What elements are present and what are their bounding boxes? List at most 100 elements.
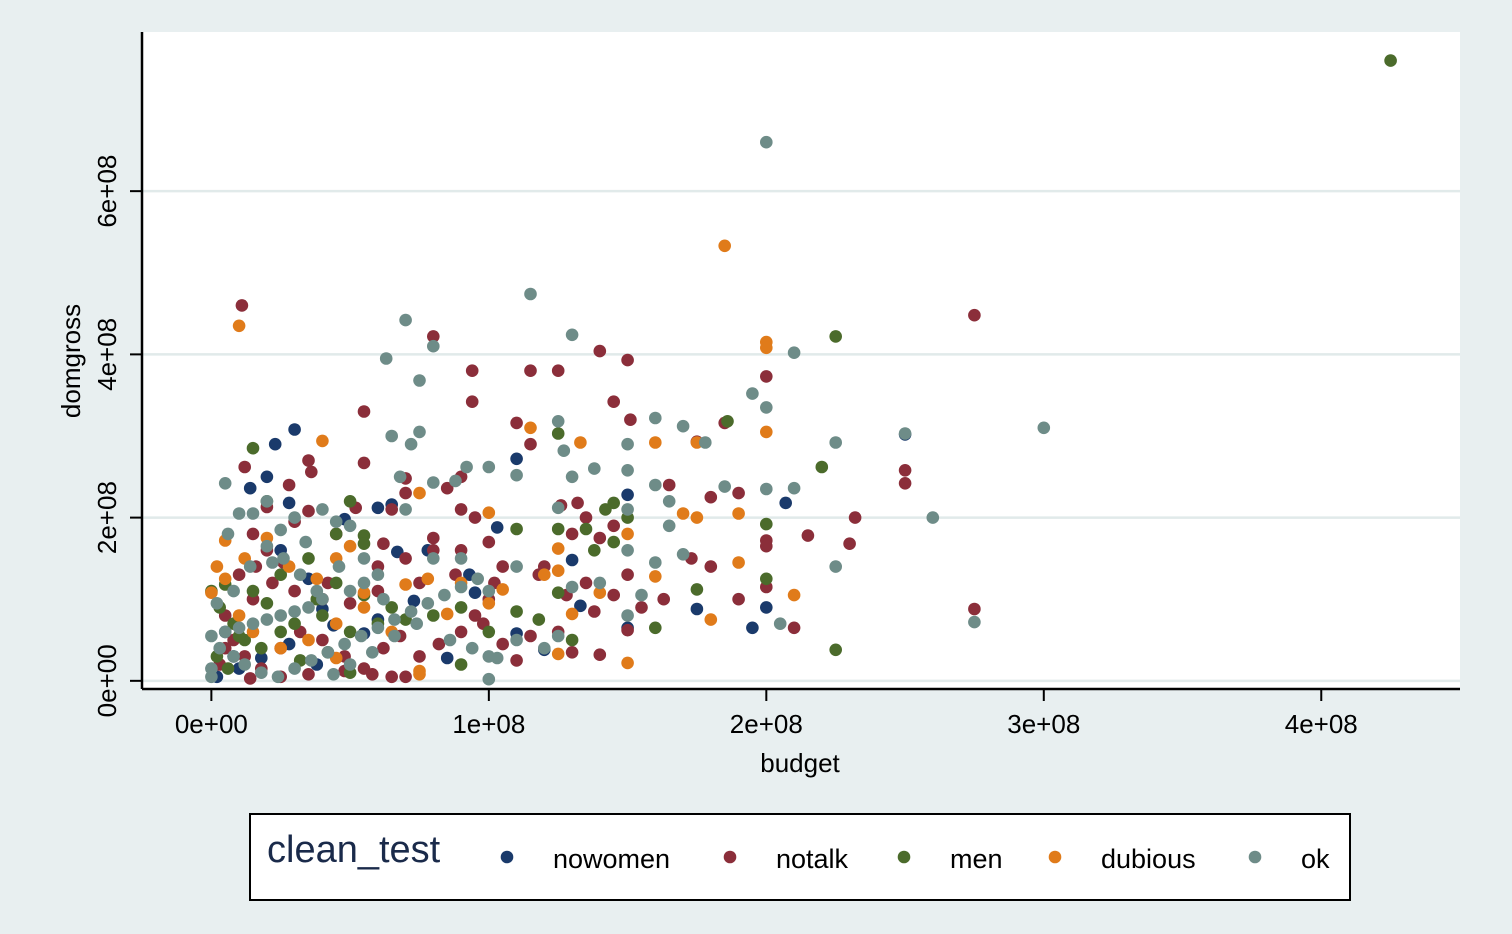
point-men-17 — [690, 583, 704, 596]
point-ok-3 — [399, 313, 412, 327]
point-ok-85 — [238, 658, 251, 671]
y-axis-title: domgross — [56, 304, 86, 418]
point-notalk-8 — [621, 353, 634, 367]
point-ok-78 — [260, 613, 274, 626]
point-ok-75 — [302, 601, 315, 614]
point-notalk-19 — [848, 511, 862, 524]
point-notalk-21 — [801, 529, 815, 542]
point-ok-60 — [490, 651, 504, 665]
point-notalk-67 — [593, 531, 607, 545]
point-ok-79 — [246, 617, 260, 630]
point-notalk-1 — [427, 330, 440, 343]
point-notalk-15 — [760, 370, 773, 383]
point-ok-86 — [254, 666, 268, 679]
point-ok-93 — [371, 621, 385, 635]
point-notalk-3 — [465, 395, 479, 409]
legend-marker-dubious — [1048, 850, 1062, 864]
x-axis-title: budget — [760, 748, 840, 778]
point-ok-23 — [621, 503, 634, 516]
point-notalk-90 — [377, 641, 390, 655]
point-ok-17 — [557, 444, 571, 458]
point-ok-101 — [366, 646, 379, 659]
point-ok-35 — [662, 519, 676, 533]
y-tick-label-1: 2e+08 — [92, 481, 122, 554]
point-dubious-3 — [760, 341, 773, 355]
point-ok-113 — [299, 535, 313, 549]
point-notalk-120 — [243, 672, 257, 685]
point-notalk-18 — [898, 477, 912, 490]
point-ok-7 — [787, 346, 801, 360]
point-notalk-75 — [343, 597, 357, 610]
point-ok-87 — [271, 670, 285, 684]
point-dubious-14 — [565, 607, 579, 621]
point-dubious-0 — [232, 319, 246, 333]
point-dubious-43 — [205, 586, 218, 599]
point-nowomen-12 — [574, 599, 587, 613]
point-ok-53 — [413, 425, 426, 439]
point-notalk-61 — [427, 531, 440, 545]
point-notalk-93 — [432, 637, 446, 651]
gridlines — [142, 189, 1460, 683]
point-dubious-38 — [413, 668, 426, 681]
point-men-40 — [343, 625, 357, 639]
point-ok-77 — [274, 609, 288, 622]
point-notalk-69 — [579, 576, 593, 590]
point-dubious-21 — [732, 556, 745, 569]
point-notalk-94 — [454, 625, 468, 639]
point-notalk-52 — [282, 478, 296, 492]
point-notalk-99 — [588, 605, 601, 618]
point-ok-48 — [449, 474, 462, 488]
point-ok-15 — [649, 411, 662, 425]
point-notalk-92 — [413, 650, 426, 663]
point-nowomen-13 — [565, 553, 579, 567]
x-tick-label-1: 1e+08 — [452, 709, 525, 739]
point-notalk-96 — [496, 637, 510, 651]
point-ok-6 — [413, 374, 426, 387]
point-ok-83 — [213, 641, 226, 655]
point-nowomen-20 — [371, 501, 385, 515]
point-ok-31 — [773, 617, 787, 630]
point-notalk-100 — [607, 588, 620, 602]
point-ok-111 — [221, 527, 235, 541]
x-tick-label-3: 3e+08 — [1007, 709, 1080, 739]
point-ok-100 — [388, 629, 401, 643]
point-ok-95 — [404, 605, 418, 618]
point-notalk-32 — [787, 621, 801, 635]
point-dubious-18 — [676, 507, 690, 520]
series-dubious — [205, 239, 801, 681]
point-nowomen-6 — [510, 452, 523, 466]
point-ok-115 — [377, 592, 390, 606]
point-ok-63 — [246, 507, 260, 520]
point-ok-9 — [760, 401, 773, 414]
point-ok-54 — [399, 503, 412, 516]
point-dubious-7 — [574, 436, 587, 449]
point-dubious-19 — [690, 511, 704, 524]
point-men-24 — [343, 495, 357, 508]
point-men-39 — [316, 609, 329, 622]
point-dubious-44 — [232, 609, 246, 622]
point-ok-92 — [354, 629, 368, 643]
point-ok-13 — [699, 436, 712, 449]
point-notalk-40 — [468, 609, 482, 622]
point-ok-107 — [260, 539, 274, 553]
point-ok-16 — [551, 415, 565, 428]
point-men-2 — [721, 415, 734, 428]
point-notalk-0 — [235, 299, 249, 312]
point-men-50 — [260, 597, 274, 610]
point-ok-22 — [551, 501, 565, 515]
point-ok-30 — [829, 560, 842, 573]
point-notalk-118 — [302, 668, 315, 681]
point-notalk-36 — [565, 646, 579, 659]
point-notalk-49 — [302, 454, 315, 467]
point-men-3 — [815, 460, 829, 474]
point-dubious-35 — [496, 583, 510, 596]
point-nowomen-14 — [490, 521, 504, 534]
point-ok-0 — [760, 135, 773, 149]
point-nowomen-11 — [760, 601, 773, 614]
data-points — [205, 54, 1397, 686]
point-dubious-48 — [329, 617, 343, 630]
y-tick-label-0: 0e+00 — [92, 644, 122, 717]
point-notalk-80 — [232, 568, 246, 581]
point-ok-112 — [266, 556, 279, 569]
point-ok-59 — [482, 672, 496, 686]
